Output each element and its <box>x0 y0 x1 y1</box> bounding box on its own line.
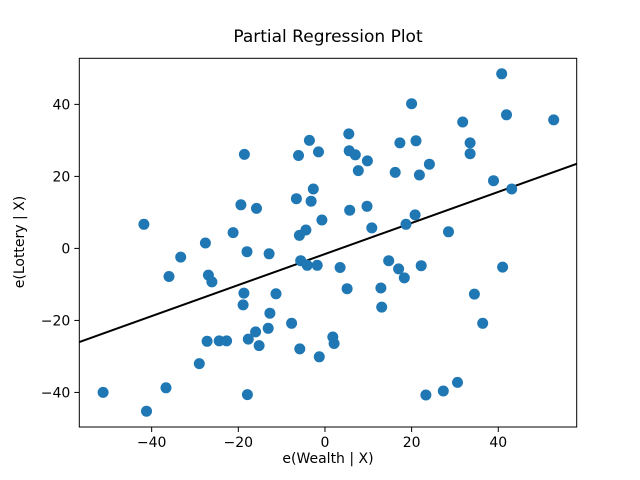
scatter-point <box>163 271 175 282</box>
scatter-point <box>406 98 418 110</box>
scatter-point <box>400 218 412 230</box>
scatter-point <box>349 149 361 161</box>
scatter-point <box>313 146 324 158</box>
scatter-point <box>227 227 239 239</box>
scatter-point <box>97 386 109 398</box>
scatter-point <box>341 283 353 295</box>
scatter-point <box>464 148 476 160</box>
x-tick-label: 0 <box>321 435 330 451</box>
scatter-point <box>160 382 172 394</box>
scatter-point <box>361 155 373 167</box>
scatter-point <box>242 333 254 345</box>
x-tick-label: −40 <box>137 435 167 451</box>
scatter-point <box>501 109 512 121</box>
scatter-point <box>307 183 319 195</box>
x-tick-label: 20 <box>403 435 421 451</box>
scatter-point <box>452 376 463 388</box>
scatter-point <box>420 389 432 401</box>
scatter-point <box>413 169 425 181</box>
scatter-point <box>423 158 435 170</box>
scatter-point <box>286 317 298 329</box>
scatter-point <box>468 288 480 300</box>
scatter-point <box>253 340 265 352</box>
scatter-point <box>294 343 306 355</box>
scatter-point <box>376 301 388 313</box>
scatter-point <box>293 150 304 161</box>
scatter-point <box>250 326 262 338</box>
scatter-point <box>263 248 275 260</box>
scatter-point <box>241 246 253 258</box>
y-tick-label: 0 <box>61 241 70 257</box>
scatter-point <box>175 251 187 263</box>
scatter-point <box>361 200 373 212</box>
scatter-point <box>293 229 305 241</box>
scatter-point <box>301 259 313 271</box>
scatter-point <box>394 137 406 149</box>
scatter-point <box>316 214 328 226</box>
y-tick-label: −40 <box>41 385 71 401</box>
scatter-point <box>262 322 274 334</box>
scatter-point <box>199 237 211 249</box>
scatter-point <box>141 405 152 417</box>
x-tick-label: 40 <box>489 435 507 451</box>
scatter-point <box>344 204 356 216</box>
scatter-point <box>303 134 315 146</box>
scatter-point <box>311 259 323 271</box>
scatter-point <box>352 165 364 177</box>
scatter-point <box>343 128 355 140</box>
y-tick-label: −20 <box>41 313 71 329</box>
scatter-point <box>443 226 454 238</box>
regression-line <box>78 162 578 343</box>
scatter-point <box>496 68 508 80</box>
scatter-point <box>506 183 518 195</box>
scatter-point <box>221 335 233 347</box>
scatter-point <box>201 335 213 347</box>
x-tick-label: −20 <box>224 435 254 451</box>
y-tick-label: 40 <box>52 97 70 113</box>
scatter-point <box>409 209 421 221</box>
scatter-point <box>305 195 317 207</box>
scatter-point <box>235 199 247 211</box>
scatter-point <box>477 317 489 329</box>
scatter-point <box>410 135 422 147</box>
scatter-point <box>241 389 253 401</box>
scatter-point <box>464 137 476 149</box>
scatter-point <box>251 202 262 214</box>
scatter-point <box>238 148 250 160</box>
scatter-point <box>415 260 427 272</box>
scatter-point <box>206 276 218 288</box>
scatter-point <box>366 222 378 234</box>
scatter-point <box>313 351 325 363</box>
scatter-point <box>270 288 282 300</box>
scatter-point <box>437 385 449 397</box>
scatter-point <box>488 175 499 187</box>
scatter-point <box>264 307 276 319</box>
scatter-point <box>457 116 469 128</box>
scatter-point <box>334 262 346 273</box>
scatter-point <box>375 282 387 294</box>
scatter-point <box>398 272 410 284</box>
y-axis-label: e(Lottery | X) <box>12 195 28 289</box>
scatter-point <box>290 193 302 205</box>
scatter-point <box>328 338 340 349</box>
scatter-point <box>193 358 205 370</box>
x-axis-label: e(Wealth | X) <box>282 451 374 467</box>
scatter-point <box>497 261 509 273</box>
y-tick-label: 20 <box>52 169 70 185</box>
scatter-point <box>138 218 150 230</box>
scatter-point <box>237 299 249 311</box>
axes-frame <box>78 57 578 428</box>
scatter-point <box>383 255 395 267</box>
scatter-point <box>238 287 250 299</box>
scatter-point <box>548 114 560 126</box>
scatter-point <box>389 166 401 178</box>
chart-title: Partial Regression Plot <box>233 27 423 47</box>
scatter-point <box>393 263 405 275</box>
